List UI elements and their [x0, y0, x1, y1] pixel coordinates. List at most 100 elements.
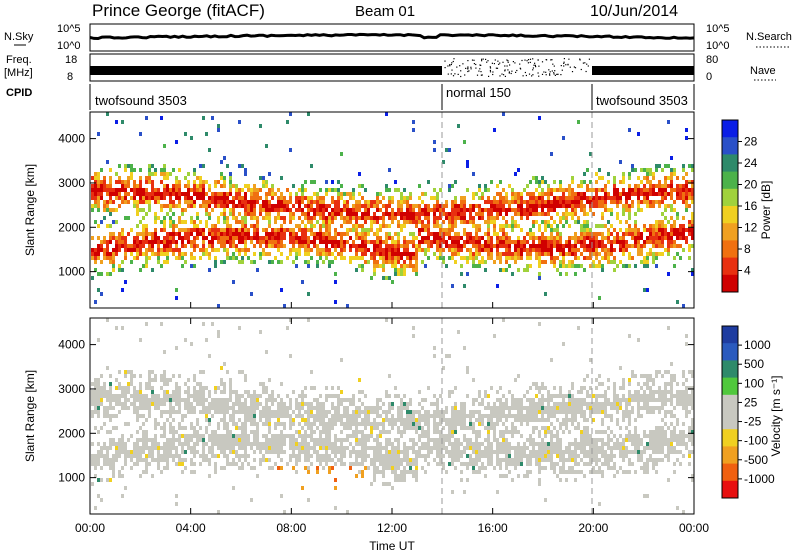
- power-cell: [100, 188, 103, 192]
- power-cell: [556, 256, 559, 260]
- velocity-cell: [205, 338, 208, 342]
- velocity-cell: [235, 442, 238, 446]
- power-cell: [424, 228, 427, 232]
- velocity-cell: [97, 478, 100, 482]
- power-cell: [280, 176, 283, 180]
- velocity-cell: [394, 394, 397, 398]
- power-cell: [547, 252, 550, 256]
- power-cell: [454, 224, 457, 228]
- power-cell: [442, 220, 445, 224]
- power-cell: [592, 236, 595, 240]
- freq-dot: [506, 65, 508, 67]
- freq-dot: [452, 60, 454, 63]
- velocity-cell: [346, 422, 349, 426]
- freq-dot: [456, 66, 458, 68]
- power-cell: [193, 220, 196, 224]
- velocity-cell: [469, 458, 472, 462]
- velocity-cell: [376, 446, 379, 450]
- power-cell: [529, 244, 532, 248]
- power-cell: [364, 200, 367, 204]
- power-cell: [331, 220, 334, 224]
- velocity-cell: [241, 422, 244, 426]
- power-cell: [634, 236, 637, 240]
- velocity-cell: [226, 410, 229, 414]
- power-cell: [118, 248, 121, 252]
- velocity-cell: [277, 466, 280, 470]
- power-cell: [139, 200, 142, 204]
- velocity-cell: [373, 458, 376, 462]
- power-cell: [601, 212, 604, 216]
- power-cell: [298, 196, 301, 200]
- power-cell: [91, 184, 94, 188]
- power-cell: [397, 220, 400, 224]
- power-cell: [523, 212, 526, 216]
- power-cell: [247, 228, 250, 232]
- power-cell: [646, 188, 649, 192]
- power-cell: [253, 236, 256, 240]
- velocity-cell: [385, 410, 388, 414]
- velocity-cell: [154, 402, 157, 406]
- power-cell: [601, 176, 604, 180]
- freq-dot: [579, 58, 581, 60]
- velocity-cell: [307, 414, 310, 418]
- velocity-cell: [121, 450, 124, 454]
- power-cell: [517, 236, 520, 240]
- power-cell: [409, 208, 412, 212]
- power-cell: [490, 180, 493, 184]
- velocity-cell: [439, 450, 442, 454]
- power-cell: [628, 212, 631, 216]
- velocity-cell: [199, 370, 202, 374]
- velocity-cell: [148, 378, 151, 382]
- power-cell: [520, 216, 523, 220]
- power-cell: [532, 212, 535, 216]
- power-cell: [289, 148, 292, 152]
- power-cell: [553, 208, 556, 212]
- power-cell: [682, 232, 685, 236]
- velocity-cell: [229, 446, 232, 450]
- velocity-cell: [220, 434, 223, 438]
- velocity-cell: [196, 442, 199, 446]
- power-cell: [217, 192, 220, 196]
- power-cell: [478, 216, 481, 220]
- velocity-cell: [361, 438, 364, 442]
- power-cell: [637, 232, 640, 236]
- velocity-cell: [496, 454, 499, 458]
- power-cell: [490, 216, 493, 220]
- freq-dot: [482, 58, 484, 60]
- velocity-cell: [148, 454, 151, 458]
- power-cell: [520, 192, 523, 196]
- power-cell: [160, 204, 163, 208]
- power-cell: [154, 216, 157, 220]
- velocity-cell: [232, 406, 235, 410]
- power-cell: [373, 256, 376, 260]
- power-cell: [283, 232, 286, 236]
- power-cell: [454, 212, 457, 216]
- power-cell: [361, 256, 364, 260]
- velocity-cell: [499, 418, 502, 422]
- power-cell: [673, 220, 676, 224]
- power-cell: [574, 220, 577, 224]
- power-cell: [466, 236, 469, 240]
- power-cell: [322, 260, 325, 264]
- velocity-cell: [361, 422, 364, 426]
- velocity-cell: [412, 426, 415, 430]
- freq-dot: [549, 71, 551, 73]
- velocity-cell: [283, 422, 286, 426]
- freq-label-line1: Freq.: [6, 54, 32, 66]
- power-cell: [127, 164, 130, 168]
- power-cell: [157, 196, 160, 200]
- power-cell: [241, 260, 244, 264]
- power-cell: [211, 240, 214, 244]
- power-cell: [448, 148, 451, 152]
- velocity-cell: [145, 394, 148, 398]
- power-cell: [481, 260, 484, 264]
- power-cell: [634, 168, 637, 172]
- velocity-cell: [283, 438, 286, 442]
- power-cell: [688, 164, 691, 168]
- velocity-cell: [172, 394, 175, 398]
- power-cell: [574, 200, 577, 204]
- power-cell: [397, 236, 400, 240]
- velocity-cell: [301, 450, 304, 454]
- power-cell: [247, 200, 250, 204]
- velocity-cell: [226, 370, 229, 374]
